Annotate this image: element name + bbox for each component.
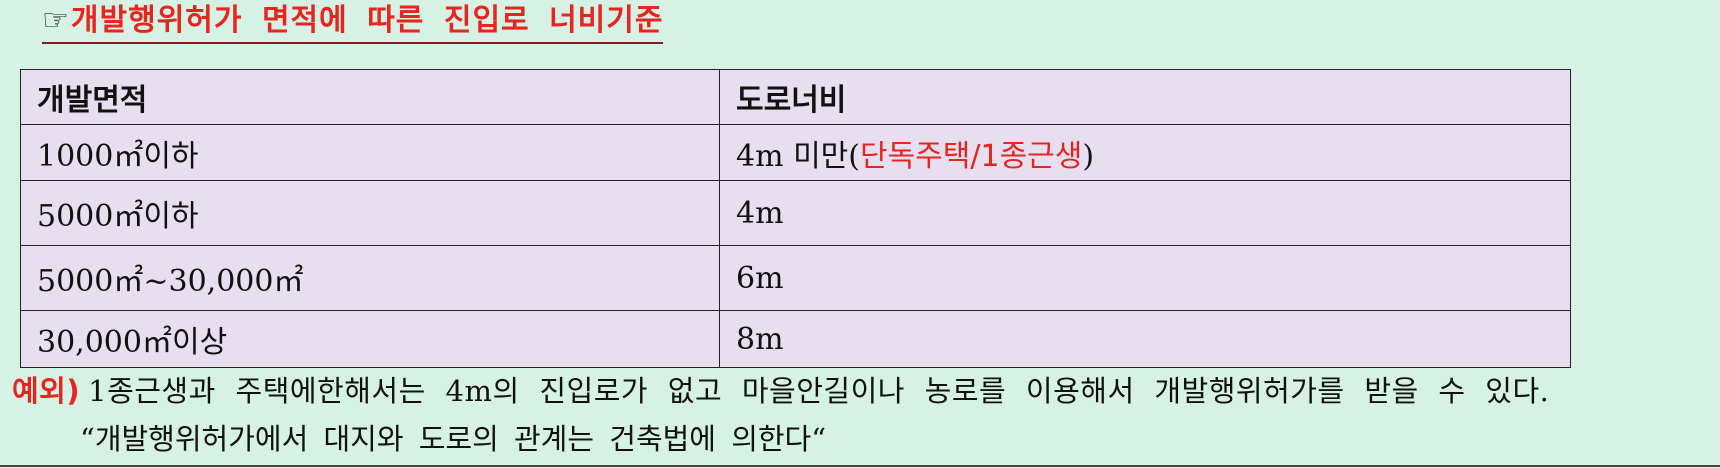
cell-width: 6m xyxy=(719,245,1571,311)
cell-area: 5000㎡~30,000㎡ xyxy=(20,245,720,311)
cell-area: 30,000㎡이상 xyxy=(20,310,720,368)
table-row: 5000㎡이하 4m xyxy=(20,180,1571,246)
page-title-text: 개발행위허가 면적에 따른 진입로 너비기준 xyxy=(70,3,664,38)
width-value: 4m 미만( xyxy=(736,138,860,174)
header-road-width: 도로너비 xyxy=(719,69,1571,125)
exception-note: 예외) 1종근생과 주택에한해서는 4m의 진입로가 없고 마을안길이나 농로를 … xyxy=(12,370,1712,412)
cell-area: 1000㎡이하 xyxy=(20,124,720,181)
road-width-table: 개발면적 도로너비 1000㎡이하 4m 미만(단독주택/1종근생) 5000㎡… xyxy=(20,69,1571,368)
table-row: 30,000㎡이상 8m xyxy=(20,310,1571,368)
exception-quote: “개발행위허가에서 대지와 도로의 관계는 건축법에 의한다“ xyxy=(80,422,827,456)
bottom-divider xyxy=(0,465,1720,467)
pointing-hand-icon: ☞ xyxy=(42,3,69,38)
width-highlight: 단독주택/1종근생 xyxy=(859,138,1083,174)
table-row: 1000㎡이하 4m 미만(단독주택/1종근생) xyxy=(20,124,1571,181)
cell-width: 4m 미만(단독주택/1종근생) xyxy=(719,124,1571,181)
exception-text: 1종근생과 주택에한해서는 4m의 진입로가 없고 마을안길이나 농로를 이용해… xyxy=(88,374,1550,408)
cell-area: 5000㎡이하 xyxy=(20,180,720,246)
header-development-area: 개발면적 xyxy=(20,69,720,125)
width-suffix: ) xyxy=(1082,138,1095,174)
cell-width: 4m xyxy=(719,180,1571,246)
exception-label: 예외) xyxy=(12,374,81,408)
page-title: ☞개발행위허가 면적에 따른 진입로 너비기준 xyxy=(42,0,664,44)
table-header-row: 개발면적 도로너비 xyxy=(20,69,1571,125)
table-row: 5000㎡~30,000㎡ 6m xyxy=(20,245,1571,311)
cell-width: 8m xyxy=(719,310,1571,368)
